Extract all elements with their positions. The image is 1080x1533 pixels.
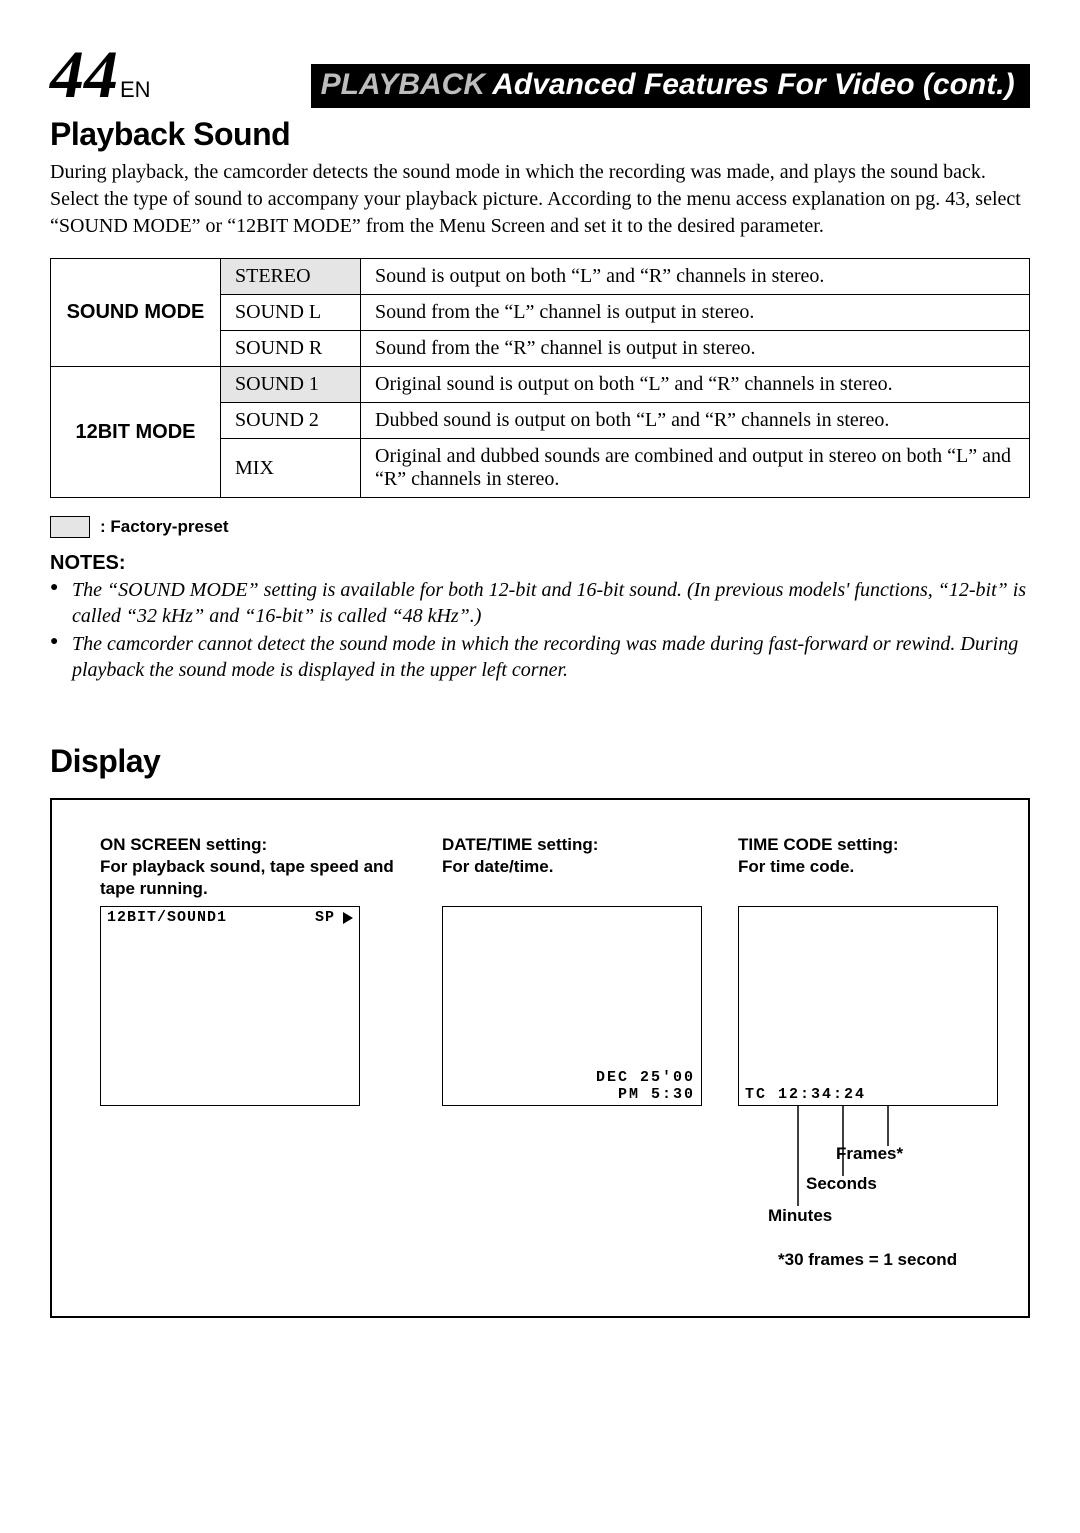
timecode-footnote: *30 frames = 1 second <box>778 1250 957 1270</box>
seconds-label: Seconds <box>806 1174 877 1194</box>
page-number: 44EN <box>50 40 151 108</box>
desc-sound2: Dubbed sound is output on both “L” and “… <box>361 403 1030 439</box>
onscreen-sp-text: SP <box>315 909 335 926</box>
onscreen-topline: 12BIT/SOUND1 SP <box>107 909 353 926</box>
page-number-value: 44 <box>50 36 118 112</box>
header-rest: Advanced Features For Video (cont.) <box>492 68 1014 101</box>
desc-stereo: Sound is output on both “L” and “R” chan… <box>361 259 1030 295</box>
opt-sound2: SOUND 2 <box>221 403 361 439</box>
datetime-text: DEC 25'00 PM 5:30 <box>596 1069 695 1103</box>
opt-soundl: SOUND L <box>221 295 361 331</box>
page-header: 44EN PLAYBACK Advanced Features For Vide… <box>50 40 1030 108</box>
timecode-column: TIME CODE setting: For time code. TC 12:… <box>738 834 998 1276</box>
page-language: EN <box>120 77 151 102</box>
header-playback: PLAYBACK <box>321 68 485 101</box>
header-banner: PLAYBACK Advanced Features For Video (co… <box>311 64 1030 108</box>
preset-legend-text: : Factory-preset <box>100 517 228 537</box>
datetime-caption: DATE/TIME setting: For date/time. <box>442 834 702 900</box>
note-item: The “SOUND MODE” setting is available fo… <box>50 577 1030 629</box>
timecode-annotations: Frames* Seconds Minutes *30 frames = 1 s… <box>738 1106 998 1276</box>
table-row: SOUND MODE STEREO Sound is output on bot… <box>51 259 1030 295</box>
timecode-screen: TC 12:34:24 <box>738 906 998 1106</box>
play-icon <box>343 912 353 924</box>
opt-stereo: STEREO <box>221 259 361 295</box>
minutes-label: Minutes <box>768 1206 832 1226</box>
onscreen-column: ON SCREEN setting: For playback sound, t… <box>100 834 406 1106</box>
desc-soundl: Sound from the “L” channel is output in … <box>361 295 1030 331</box>
notes-heading: NOTES: <box>50 552 1030 575</box>
datetime-column: DATE/TIME setting: For date/time. DEC 25… <box>442 834 702 1106</box>
mode-sound: SOUND MODE <box>51 259 221 367</box>
opt-mix: MIX <box>221 439 361 498</box>
display-title: Display <box>50 743 1030 780</box>
opt-sound1: SOUND 1 <box>221 367 361 403</box>
onscreen-mode-text: 12BIT/SOUND1 <box>107 909 227 926</box>
onscreen-caption: ON SCREEN setting: For playback sound, t… <box>100 834 406 900</box>
desc-sound1: Original sound is output on both “L” and… <box>361 367 1030 403</box>
mode-12bit: 12BIT MODE <box>51 367 221 498</box>
preset-swatch <box>50 516 90 538</box>
playback-sound-body: During playback, the camcorder detects t… <box>50 159 1030 240</box>
sound-mode-table: SOUND MODE STEREO Sound is output on bot… <box>50 258 1030 498</box>
display-box: ON SCREEN setting: For playback sound, t… <box>50 798 1030 1318</box>
datetime-line1: DEC 25'00 <box>596 1069 695 1086</box>
opt-soundr: SOUND R <box>221 331 361 367</box>
preset-legend: : Factory-preset <box>50 516 1030 538</box>
playback-sound-title: Playback Sound <box>50 116 1030 153</box>
desc-mix: Original and dubbed sounds are combined … <box>361 439 1030 498</box>
datetime-screen: DEC 25'00 PM 5:30 <box>442 906 702 1106</box>
timecode-text: TC 12:34:24 <box>745 1086 866 1103</box>
datetime-line2: PM 5:30 <box>596 1086 695 1103</box>
onscreen-screen: 12BIT/SOUND1 SP <box>100 906 360 1106</box>
desc-soundr: Sound from the “R” channel is output in … <box>361 331 1030 367</box>
frames-label: Frames* <box>836 1144 903 1164</box>
notes-list: The “SOUND MODE” setting is available fo… <box>50 577 1030 683</box>
table-row: 12BIT MODE SOUND 1 Original sound is out… <box>51 367 1030 403</box>
display-row: ON SCREEN setting: For playback sound, t… <box>100 834 998 1276</box>
note-item: The camcorder cannot detect the sound mo… <box>50 631 1030 683</box>
timecode-caption: TIME CODE setting: For time code. <box>738 834 998 900</box>
